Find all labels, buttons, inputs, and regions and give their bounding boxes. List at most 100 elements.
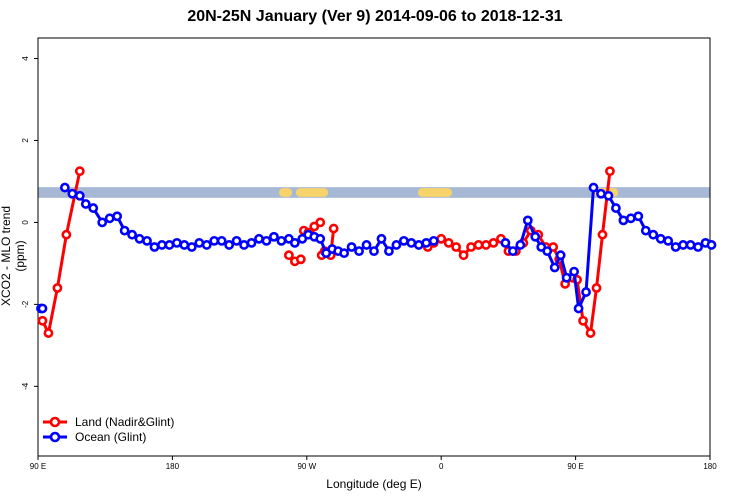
land-point xyxy=(481,240,491,250)
legend-marker xyxy=(49,431,61,443)
x-tick-label: 90 E xyxy=(567,462,583,471)
ocean-point xyxy=(97,217,108,228)
land-point xyxy=(52,283,63,293)
ocean-point xyxy=(500,238,511,248)
x-tick-label: 180 xyxy=(166,462,180,471)
ocean-point xyxy=(231,235,242,246)
ocean-point xyxy=(59,182,70,193)
x-tick-label: 90 W xyxy=(297,462,316,471)
ocean-point xyxy=(542,246,553,256)
ocean-point xyxy=(640,225,651,236)
y-tick-label: -2 xyxy=(21,300,30,308)
ocean-point xyxy=(339,248,350,259)
ocean-point xyxy=(413,240,424,250)
ocean-point xyxy=(555,250,566,261)
ocean-point xyxy=(507,246,518,256)
land-point xyxy=(578,315,588,326)
ocean-point xyxy=(573,303,584,314)
ocean-point xyxy=(625,213,636,224)
land-point xyxy=(283,250,294,261)
land-point xyxy=(451,242,462,252)
ocean-point xyxy=(522,215,533,226)
ocean-point xyxy=(142,235,152,246)
ocean-point xyxy=(134,233,145,244)
ocean-point xyxy=(179,240,190,250)
chart-title: 20N-25N January (Ver 9) 2014-09-06 to 20… xyxy=(187,8,563,25)
land-point xyxy=(473,240,484,250)
land-point xyxy=(585,328,596,338)
ocean-point xyxy=(706,240,717,250)
ocean-point xyxy=(530,231,541,242)
series-layer xyxy=(36,166,717,338)
ocean-point xyxy=(315,233,326,244)
ocean-point xyxy=(685,240,696,250)
y-tick-label: 0 xyxy=(21,220,30,225)
ocean-point xyxy=(261,235,272,246)
ocean-point xyxy=(112,211,123,222)
land-point xyxy=(458,250,469,261)
ocean-point xyxy=(269,231,279,242)
ocean-point xyxy=(406,238,417,248)
ocean-point xyxy=(67,188,78,199)
land-point xyxy=(443,238,454,248)
ocean-point xyxy=(693,242,703,252)
ocean-point xyxy=(254,233,264,244)
ocean-point xyxy=(670,242,681,252)
ocean-point xyxy=(655,233,666,244)
ocean-point xyxy=(186,242,197,252)
land-point xyxy=(61,229,72,240)
legend-label: Ocean (Glint) xyxy=(75,430,146,444)
land-point xyxy=(466,242,476,252)
land-point xyxy=(605,166,615,177)
ocean-point xyxy=(588,182,599,193)
ocean-point xyxy=(618,215,629,226)
land-point xyxy=(37,315,48,326)
ocean-point xyxy=(611,203,621,213)
land-point xyxy=(591,283,602,293)
ocean-point xyxy=(421,238,432,248)
ocean-point xyxy=(569,266,580,277)
band-land-patch xyxy=(418,188,452,197)
land-point xyxy=(74,166,85,177)
x-tick-label: 0 xyxy=(439,462,444,471)
band-ocean xyxy=(38,187,710,198)
land-point xyxy=(488,238,499,248)
land-point xyxy=(315,217,326,228)
land-point xyxy=(43,328,54,338)
ocean-point xyxy=(201,240,212,250)
ocean-point xyxy=(603,190,614,201)
ocean-point xyxy=(246,238,257,248)
ocean-point xyxy=(164,240,175,250)
ocean-point xyxy=(149,242,160,252)
ocean-point xyxy=(428,235,439,246)
ocean-point xyxy=(391,240,402,250)
ocean-point xyxy=(384,246,394,256)
ocean-point xyxy=(633,211,644,222)
ocean-point xyxy=(119,225,130,236)
ocean-point xyxy=(549,262,560,273)
y-tick-label: 2 xyxy=(21,138,30,143)
ocean-point xyxy=(596,188,606,199)
ocean-point xyxy=(369,246,379,256)
ocean-point xyxy=(581,287,591,297)
x-tick-label: 180 xyxy=(703,462,717,471)
plot-frame: 90 E 180 90 W 0 90 E 180 -4 -2 0 2 4 xyxy=(21,37,717,471)
band-land-patch xyxy=(296,188,328,197)
ocean-point xyxy=(171,238,182,248)
ocean-point xyxy=(104,213,115,224)
y-tick-label: -4 xyxy=(21,382,30,390)
band-land-patch xyxy=(279,188,292,197)
ocean-point xyxy=(561,272,572,283)
y-tick-label: 4 xyxy=(21,56,30,61)
ocean-point xyxy=(239,240,249,250)
ocean-point xyxy=(361,240,372,250)
ocean-point xyxy=(289,238,300,248)
ocean-point xyxy=(354,246,364,256)
ocean-point xyxy=(216,235,227,246)
x-axis-label: Longitude (deg E) xyxy=(326,477,422,491)
ocean-point xyxy=(209,235,220,246)
land-point xyxy=(597,229,608,240)
ocean-point xyxy=(398,235,409,246)
land-point xyxy=(295,254,306,265)
